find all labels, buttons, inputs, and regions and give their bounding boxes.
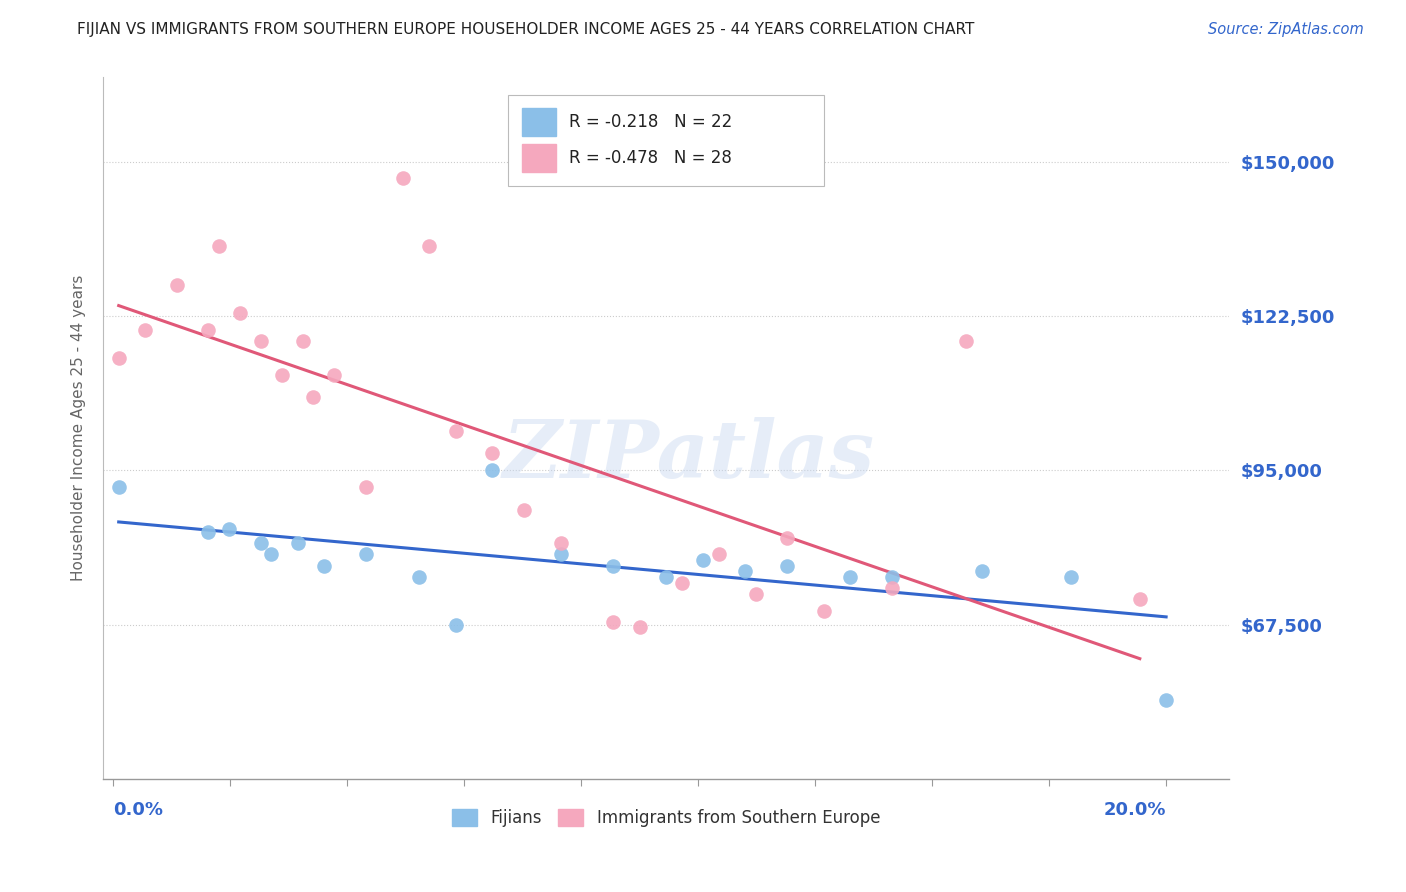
Point: [134, 323, 156, 337]
Point: [955, 334, 977, 349]
Point: [229, 306, 252, 320]
Text: R = -0.218   N = 22: R = -0.218 N = 22: [569, 112, 733, 130]
Point: [354, 548, 377, 562]
Point: [107, 480, 129, 494]
Point: [550, 548, 572, 562]
Point: [882, 570, 904, 584]
Point: [166, 278, 188, 293]
Point: [354, 480, 377, 494]
Point: [249, 334, 271, 349]
Point: [481, 463, 503, 477]
Point: [249, 536, 271, 550]
FancyBboxPatch shape: [522, 145, 555, 172]
Point: [197, 524, 219, 539]
Point: [655, 570, 678, 584]
Point: [1154, 693, 1177, 707]
Point: [197, 323, 219, 337]
Point: [513, 502, 536, 516]
Point: [218, 522, 240, 536]
Point: [744, 587, 766, 601]
Text: R = -0.478   N = 28: R = -0.478 N = 28: [569, 149, 733, 167]
Point: [1060, 570, 1083, 584]
Point: [839, 570, 862, 584]
Point: [707, 548, 730, 562]
Point: [208, 239, 231, 253]
Text: Source: ZipAtlas.com: Source: ZipAtlas.com: [1208, 22, 1364, 37]
Legend: Fijians, Immigrants from Southern Europe: Fijians, Immigrants from Southern Europe: [446, 802, 887, 834]
Point: [602, 615, 624, 629]
Point: [776, 531, 799, 545]
Point: [692, 553, 714, 567]
FancyBboxPatch shape: [522, 108, 555, 136]
Point: [107, 351, 129, 365]
Point: [734, 564, 756, 578]
Point: [408, 570, 430, 584]
Point: [481, 446, 503, 460]
Text: 0.0%: 0.0%: [114, 801, 163, 820]
Point: [270, 368, 292, 382]
Point: [970, 564, 993, 578]
Text: ZIPatlas: ZIPatlas: [502, 417, 875, 495]
Point: [550, 536, 572, 550]
Point: [444, 424, 467, 438]
Point: [1129, 592, 1152, 607]
Point: [444, 617, 467, 632]
Point: [287, 536, 309, 550]
Point: [418, 239, 440, 253]
Point: [302, 390, 325, 404]
Point: [602, 558, 624, 573]
Point: [312, 558, 335, 573]
Point: [671, 575, 693, 590]
Y-axis label: Householder Income Ages 25 - 44 years: Householder Income Ages 25 - 44 years: [72, 275, 86, 582]
Point: [776, 558, 799, 573]
Point: [323, 368, 346, 382]
Text: FIJIAN VS IMMIGRANTS FROM SOUTHERN EUROPE HOUSEHOLDER INCOME AGES 25 - 44 YEARS : FIJIAN VS IMMIGRANTS FROM SOUTHERN EUROP…: [77, 22, 974, 37]
Point: [291, 334, 314, 349]
Point: [392, 171, 415, 186]
Point: [813, 603, 835, 617]
Text: 20.0%: 20.0%: [1104, 801, 1166, 820]
Point: [260, 548, 283, 562]
FancyBboxPatch shape: [509, 95, 824, 186]
Point: [882, 581, 904, 595]
Point: [628, 620, 651, 634]
